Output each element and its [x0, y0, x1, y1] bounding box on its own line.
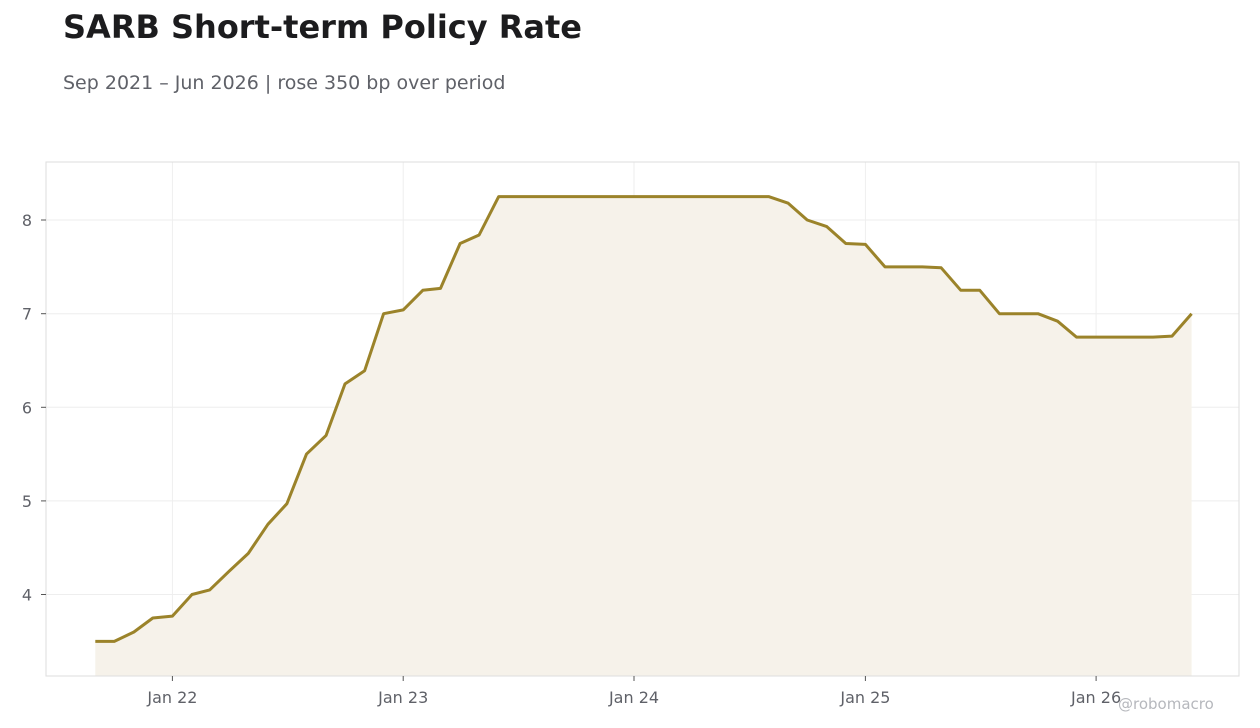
- x-tick-label: Jan 22: [146, 688, 197, 707]
- x-tick-label: Jan 23: [377, 688, 428, 707]
- x-tick-label: Jan 24: [608, 688, 659, 707]
- x-tick-label: Jan 25: [839, 688, 890, 707]
- plot-frame: [45, 161, 1240, 677]
- y-tick-label: 5: [22, 492, 32, 511]
- y-tick-label: 6: [22, 398, 32, 417]
- y-tick-label: 8: [22, 211, 32, 230]
- credit-watermark: @robomacro: [1118, 695, 1214, 713]
- series-line-policy-rate: [95, 195, 1193, 643]
- chart-title: SARB Short-term Policy Rate: [63, 8, 582, 46]
- y-tick-label: 7: [22, 305, 32, 324]
- chart-subtitle: Sep 2021 – Jun 2026 | rose 350 bp over p…: [63, 72, 506, 94]
- x-tick-label: Jan 26: [1070, 688, 1121, 707]
- y-tick-label: 4: [22, 586, 32, 605]
- area-fill: [95, 196, 1192, 676]
- axes: 4 5 6 7 8 Jan 22 Jan 23 Jan 24 Jan 25 Jan 26: [22, 211, 1121, 707]
